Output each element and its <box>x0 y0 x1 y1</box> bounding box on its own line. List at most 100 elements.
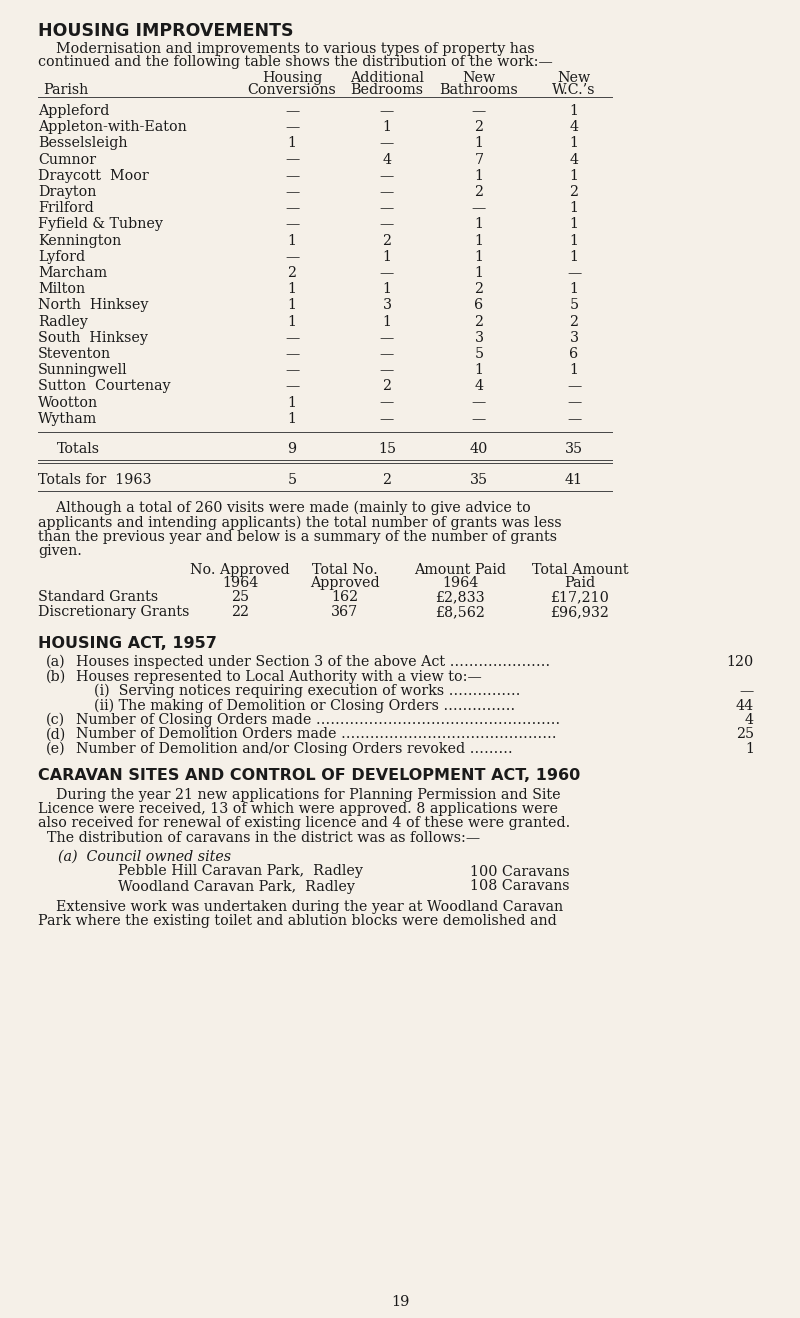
Text: —: — <box>740 684 754 699</box>
Text: 2: 2 <box>474 185 483 199</box>
Text: 2: 2 <box>474 120 483 134</box>
Text: 1964: 1964 <box>222 576 258 590</box>
Text: Parish: Parish <box>43 83 88 98</box>
Text: —: — <box>472 202 486 215</box>
Text: 1: 1 <box>570 217 578 232</box>
Text: 1: 1 <box>570 250 578 264</box>
Text: 1: 1 <box>382 250 391 264</box>
Text: 4: 4 <box>570 120 578 134</box>
Text: 19: 19 <box>391 1296 409 1309</box>
Text: Totals: Totals <box>57 442 99 456</box>
Text: Kennington: Kennington <box>38 233 122 248</box>
Text: —: — <box>285 153 299 166</box>
Text: Woodland Caravan Park,  Radley: Woodland Caravan Park, Radley <box>118 879 355 894</box>
Text: 3: 3 <box>474 331 483 345</box>
Text: —: — <box>285 202 299 215</box>
Text: Licence were received, 13 of which were approved. 8 applications were: Licence were received, 13 of which were … <box>38 801 558 816</box>
Text: Radley: Radley <box>38 315 88 328</box>
Text: 22: 22 <box>231 605 249 619</box>
Text: £2,833: £2,833 <box>435 590 485 604</box>
Text: —: — <box>380 395 394 410</box>
Text: Additional: Additional <box>350 71 424 84</box>
Text: Appleford: Appleford <box>38 104 110 119</box>
Text: Discretionary Grants: Discretionary Grants <box>38 605 190 619</box>
Text: Milton: Milton <box>38 282 85 297</box>
Text: (i)  Serving notices requiring execution of works ……………: (i) Serving notices requiring execution … <box>76 684 521 699</box>
Text: Number of Demolition and/or Closing Orders revoked ………: Number of Demolition and/or Closing Orde… <box>76 742 513 757</box>
Text: 9: 9 <box>287 442 297 456</box>
Text: 100 Caravans: 100 Caravans <box>470 865 570 879</box>
Text: given.: given. <box>38 544 82 559</box>
Text: 1: 1 <box>474 233 483 248</box>
Text: 6: 6 <box>474 298 483 312</box>
Text: New: New <box>558 71 590 84</box>
Text: 1: 1 <box>570 169 578 183</box>
Text: —: — <box>285 331 299 345</box>
Text: —: — <box>285 347 299 361</box>
Text: 2: 2 <box>382 380 391 393</box>
Text: 1: 1 <box>570 104 578 119</box>
Text: Housing: Housing <box>262 71 322 84</box>
Text: —: — <box>285 250 299 264</box>
Text: 3: 3 <box>570 331 578 345</box>
Text: —: — <box>380 136 394 150</box>
Text: 1: 1 <box>474 136 483 150</box>
Text: —: — <box>380 331 394 345</box>
Text: 40: 40 <box>470 442 488 456</box>
Text: 5: 5 <box>570 298 578 312</box>
Text: —: — <box>285 169 299 183</box>
Text: —: — <box>285 185 299 199</box>
Text: Houses inspected under Section 3 of the above Act …………………: Houses inspected under Section 3 of the … <box>76 655 550 670</box>
Text: (ii) The making of Demolition or Closing Orders ……………: (ii) The making of Demolition or Closing… <box>76 699 515 713</box>
Text: continued and the following table shows the distribution of the work:—: continued and the following table shows … <box>38 55 553 69</box>
Text: —: — <box>567 380 581 393</box>
Text: Bathrooms: Bathrooms <box>440 83 518 98</box>
Text: 1: 1 <box>287 395 297 410</box>
Text: Sutton  Courtenay: Sutton Courtenay <box>38 380 170 393</box>
Text: Besselsleigh: Besselsleigh <box>38 136 127 150</box>
Text: Wootton: Wootton <box>38 395 98 410</box>
Text: Total No.: Total No. <box>312 563 378 577</box>
Text: 7: 7 <box>474 153 483 166</box>
Text: 25: 25 <box>736 728 754 742</box>
Text: 3: 3 <box>382 298 391 312</box>
Text: —: — <box>285 104 299 119</box>
Text: 5: 5 <box>287 473 297 486</box>
Text: 1964: 1964 <box>442 576 478 590</box>
Text: Conversions: Conversions <box>248 83 336 98</box>
Text: 1: 1 <box>570 233 578 248</box>
Text: 25: 25 <box>231 590 249 604</box>
Text: 6: 6 <box>570 347 578 361</box>
Text: —: — <box>285 120 299 134</box>
Text: 35: 35 <box>565 442 583 456</box>
Text: 1: 1 <box>474 250 483 264</box>
Text: (e): (e) <box>46 742 66 757</box>
Text: (c): (c) <box>46 713 65 728</box>
Text: 5: 5 <box>474 347 483 361</box>
Text: 1: 1 <box>382 315 391 328</box>
Text: than the previous year and below is a summary of the number of grants: than the previous year and below is a su… <box>38 530 557 544</box>
Text: —: — <box>380 202 394 215</box>
Text: Park where the existing toilet and ablution blocks were demolished and: Park where the existing toilet and ablut… <box>38 913 557 928</box>
Text: 1: 1 <box>287 411 297 426</box>
Text: 1: 1 <box>287 315 297 328</box>
Text: 2: 2 <box>474 282 483 297</box>
Text: 1: 1 <box>287 233 297 248</box>
Text: —: — <box>380 411 394 426</box>
Text: £8,562: £8,562 <box>435 605 485 619</box>
Text: Marcham: Marcham <box>38 266 107 279</box>
Text: 2: 2 <box>287 266 297 279</box>
Text: £17,210: £17,210 <box>550 590 610 604</box>
Text: —: — <box>285 380 299 393</box>
Text: 108 Caravans: 108 Caravans <box>470 879 570 894</box>
Text: Draycott  Moor: Draycott Moor <box>38 169 149 183</box>
Text: —: — <box>380 364 394 377</box>
Text: 1: 1 <box>570 364 578 377</box>
Text: Sunningwell: Sunningwell <box>38 364 128 377</box>
Text: Totals for  1963: Totals for 1963 <box>38 473 151 486</box>
Text: 1: 1 <box>474 217 483 232</box>
Text: HOUSING IMPROVEMENTS: HOUSING IMPROVEMENTS <box>38 22 294 40</box>
Text: 2: 2 <box>382 473 391 486</box>
Text: —: — <box>380 217 394 232</box>
Text: (a): (a) <box>46 655 66 670</box>
